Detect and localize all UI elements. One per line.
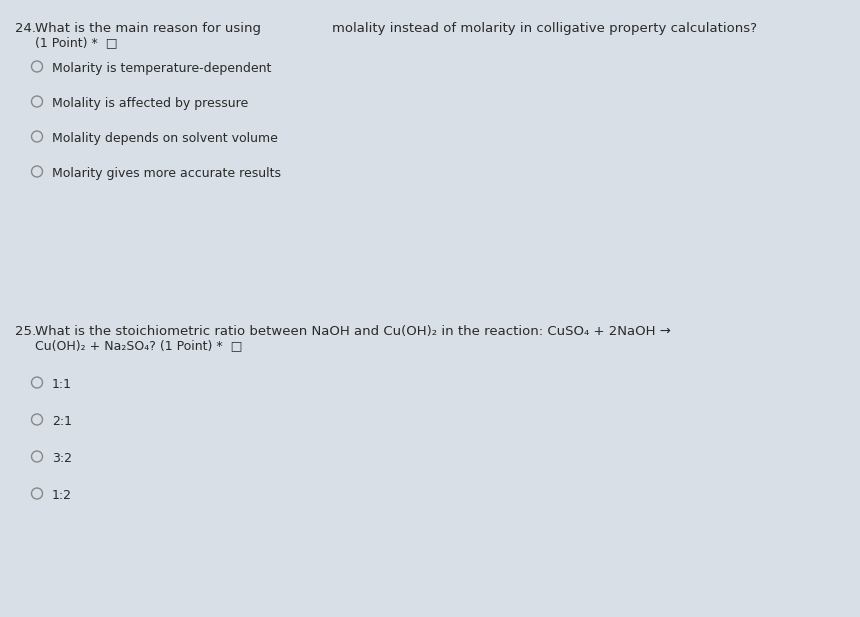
Text: 3:2: 3:2 — [52, 452, 72, 465]
Text: 2:1: 2:1 — [52, 415, 72, 428]
Text: Molality depends on solvent volume: Molality depends on solvent volume — [52, 132, 278, 145]
Text: Molarity gives more accurate results: Molarity gives more accurate results — [52, 167, 281, 180]
Text: (1 Point) *  □: (1 Point) * □ — [35, 36, 118, 49]
Text: 24.: 24. — [15, 22, 36, 35]
Text: Molarity is temperature-dependent: Molarity is temperature-dependent — [52, 62, 272, 75]
Text: Cu(OH)₂ + Na₂SO₄? (1 Point) *  □: Cu(OH)₂ + Na₂SO₄? (1 Point) * □ — [35, 339, 243, 352]
Text: 1:1: 1:1 — [52, 378, 72, 391]
Text: What is the main reason for using: What is the main reason for using — [35, 22, 265, 35]
Text: What is the stoichiometric ratio between NaOH and Cu(OH)₂ in the reaction: CuSO₄: What is the stoichiometric ratio between… — [35, 325, 671, 338]
Text: 25.: 25. — [15, 325, 36, 338]
Text: molality instead of molarity in colligative property calculations?: molality instead of molarity in colligat… — [332, 22, 757, 35]
Text: Molality is affected by pressure: Molality is affected by pressure — [52, 97, 249, 110]
Text: 1:2: 1:2 — [52, 489, 72, 502]
